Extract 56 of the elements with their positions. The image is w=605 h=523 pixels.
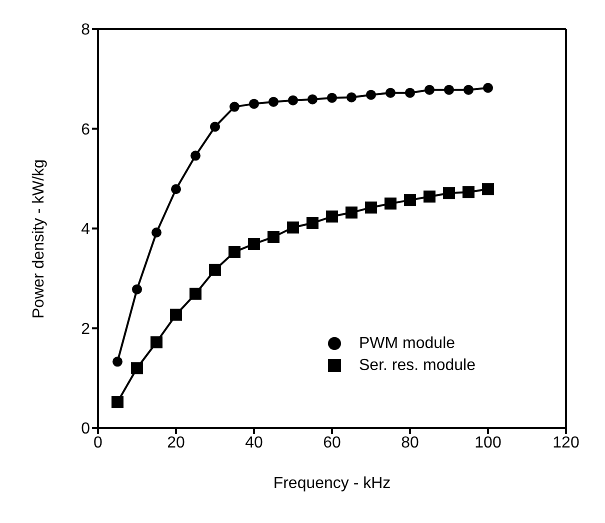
point — [326, 210, 338, 223]
legend-label: PWM module — [359, 335, 456, 352]
legend-label: Ser. res. module — [359, 357, 476, 374]
x-tick-label: 60 — [323, 434, 341, 452]
y-axis-title: Power density - kW/kg — [30, 159, 48, 318]
point — [287, 222, 299, 234]
point — [230, 102, 240, 112]
point — [482, 183, 494, 196]
point — [483, 82, 493, 93]
x-tick-label: 100 — [474, 434, 502, 452]
point — [248, 238, 260, 250]
point — [308, 94, 318, 104]
point — [462, 186, 474, 198]
point — [346, 206, 358, 219]
point — [288, 95, 298, 106]
x-tick-label: 0 — [94, 434, 103, 452]
point — [112, 356, 122, 367]
point — [131, 362, 143, 374]
y-tick-label: 0 — [81, 420, 90, 438]
point — [210, 122, 220, 132]
x-tick-label: 120 — [552, 434, 580, 452]
y-tick-label: 2 — [81, 320, 90, 338]
y-tick-label: 6 — [81, 121, 90, 138]
point — [190, 150, 200, 161]
y-tick-label: 8 — [81, 22, 90, 39]
point — [366, 90, 376, 100]
point — [405, 88, 415, 98]
point — [386, 88, 396, 98]
point — [384, 198, 396, 210]
point — [228, 246, 240, 258]
point — [346, 92, 356, 102]
x-axis-title: Frequency - kHz — [273, 475, 391, 492]
x-tick-label: 20 — [167, 434, 185, 452]
point — [365, 202, 377, 214]
y-tick-label: 4 — [81, 221, 90, 238]
point — [150, 336, 162, 348]
point — [464, 84, 474, 95]
point — [112, 396, 124, 408]
point — [443, 187, 455, 200]
point — [444, 84, 454, 95]
point — [152, 227, 162, 238]
point — [268, 96, 278, 107]
point — [190, 288, 202, 300]
x-tick-label: 40 — [245, 434, 263, 452]
point — [171, 184, 181, 194]
point — [424, 190, 436, 203]
x-tick-label: 80 — [401, 434, 419, 452]
point — [424, 84, 434, 95]
point — [209, 264, 221, 276]
point — [249, 98, 259, 109]
point — [170, 308, 182, 321]
point — [132, 284, 142, 294]
point — [268, 230, 280, 243]
point — [327, 92, 337, 103]
point — [306, 217, 318, 230]
point — [404, 194, 416, 206]
